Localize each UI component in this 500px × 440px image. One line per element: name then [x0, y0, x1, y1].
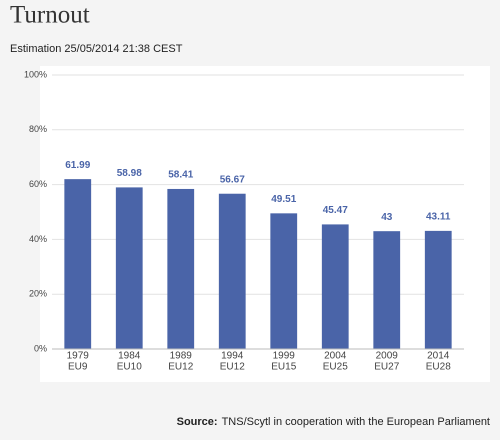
bar [424, 230, 452, 349]
x-tick-label: EU12 [168, 362, 193, 373]
x-tick-label: 2014 [427, 351, 450, 362]
chart-title: Turnout [10, 2, 90, 29]
value-label: 43.11 [426, 212, 451, 223]
y-tick-label: 60% [29, 179, 47, 189]
x-tick-label: 1979 [67, 351, 90, 362]
x-tick-label: 2009 [376, 351, 399, 362]
x-tick-label: 1984 [118, 351, 141, 362]
y-tick-label: 40% [29, 234, 47, 244]
x-tick-label: 1989 [170, 351, 193, 362]
source: Source: TNS/Scytl in cooperation with the… [177, 416, 490, 428]
x-tick-label: EU12 [220, 362, 245, 373]
x-tick-label: 1999 [273, 351, 296, 362]
bar [270, 213, 298, 349]
x-tick-label: EU28 [426, 362, 451, 373]
x-tick-label: 1994 [221, 351, 244, 362]
x-tick-label: EU15 [271, 362, 296, 373]
value-label: 61.99 [65, 160, 90, 171]
value-label: 58.41 [168, 170, 193, 181]
y-tick-label: 0% [34, 343, 47, 353]
value-label: 58.98 [117, 168, 142, 179]
x-tick-label: EU25 [323, 362, 348, 373]
value-label: 49.51 [271, 194, 296, 205]
bar [218, 193, 246, 349]
bar [373, 231, 401, 349]
plot-panel [40, 66, 490, 382]
bar [64, 179, 92, 349]
bar [321, 224, 349, 349]
x-tick-label: EU10 [117, 362, 142, 373]
x-tick-label: EU27 [374, 362, 399, 373]
bar [167, 188, 195, 349]
value-label: 56.67 [220, 174, 245, 185]
y-tick-label: 100% [24, 69, 47, 79]
x-tick-label: 2004 [324, 351, 347, 362]
y-tick-label: 20% [29, 289, 47, 299]
value-label: 45.47 [323, 205, 348, 216]
source-label: Source: [177, 416, 218, 428]
source-text: TNS/Scytl in cooperation with the Europe… [222, 416, 490, 428]
bar [115, 187, 143, 349]
x-tick-label: EU9 [68, 362, 88, 373]
value-label: 43 [381, 212, 393, 223]
chart-subtitle: Estimation 25/05/2014 21:38 CEST [10, 43, 183, 55]
y-tick-label: 80% [29, 124, 47, 134]
